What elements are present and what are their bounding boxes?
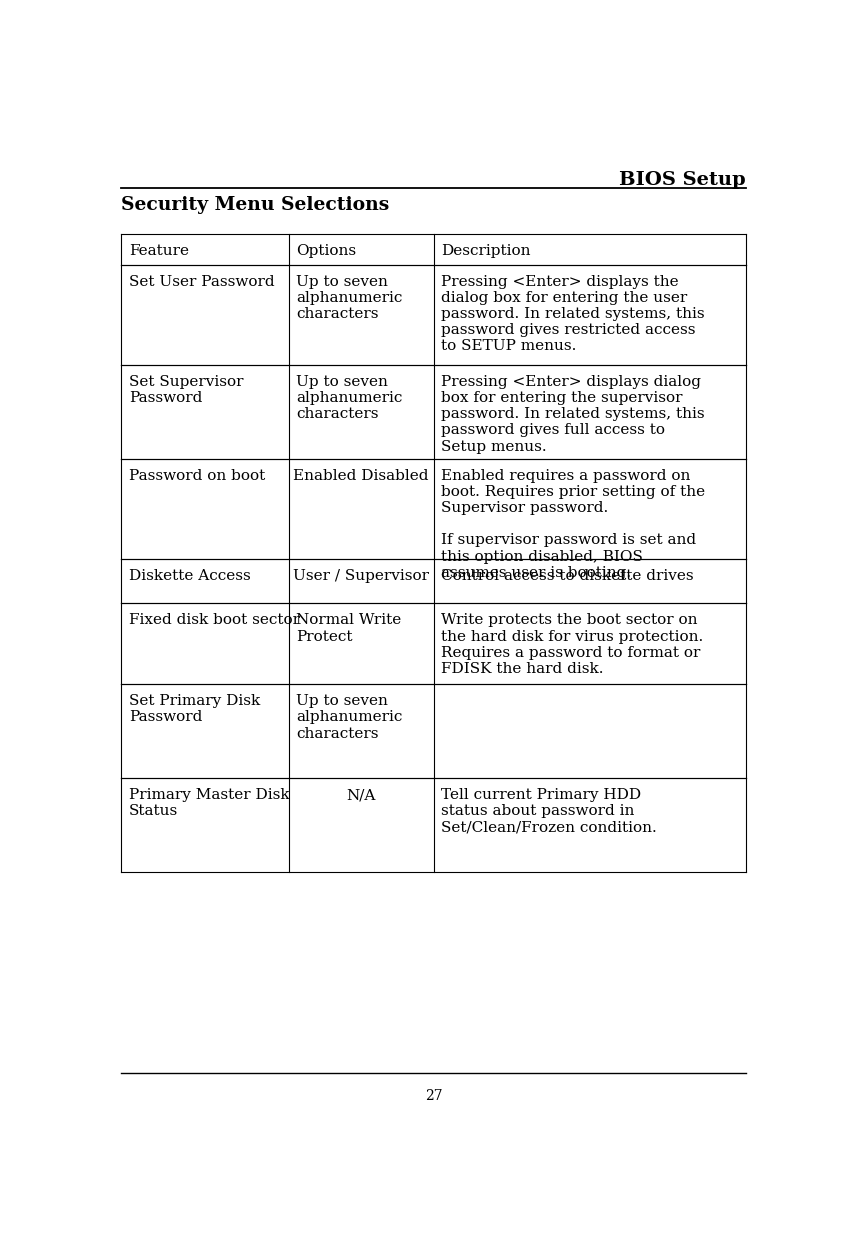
Text: Pressing <Enter> displays dialog
box for entering the supervisor
password. In re: Pressing <Enter> displays dialog box for… bbox=[442, 375, 705, 453]
Text: Up to seven
alphanumeric
characters: Up to seven alphanumeric characters bbox=[296, 275, 403, 321]
Text: Write protects the boot sector on
the hard disk for virus protection.
Requires a: Write protects the boot sector on the ha… bbox=[442, 613, 704, 676]
Text: Primary Master Disk
Status: Primary Master Disk Status bbox=[129, 788, 289, 818]
Text: Security Menu Selections: Security Menu Selections bbox=[121, 196, 389, 214]
Text: Enabled Disabled: Enabled Disabled bbox=[294, 468, 429, 482]
Text: Options: Options bbox=[296, 244, 356, 257]
Text: Pressing <Enter> displays the
dialog box for entering the user
password. In rela: Pressing <Enter> displays the dialog box… bbox=[442, 275, 705, 353]
Text: Set Supervisor
Password: Set Supervisor Password bbox=[129, 375, 244, 405]
Text: Up to seven
alphanumeric
characters: Up to seven alphanumeric characters bbox=[296, 694, 403, 741]
Text: Description: Description bbox=[442, 244, 530, 257]
Text: Set User Password: Set User Password bbox=[129, 275, 275, 289]
Text: Tell current Primary HDD
status about password in
Set/Clean/Frozen condition.: Tell current Primary HDD status about pa… bbox=[442, 788, 657, 834]
Text: Enabled requires a password on
boot. Requires prior setting of the
Supervisor pa: Enabled requires a password on boot. Req… bbox=[442, 468, 706, 580]
Text: Diskette Access: Diskette Access bbox=[129, 568, 250, 583]
Text: Up to seven
alphanumeric
characters: Up to seven alphanumeric characters bbox=[296, 375, 403, 421]
Text: Feature: Feature bbox=[129, 244, 189, 257]
Text: BIOS Setup: BIOS Setup bbox=[619, 171, 746, 190]
Text: Fixed disk boot sector: Fixed disk boot sector bbox=[129, 613, 300, 627]
Text: Set Primary Disk
Password: Set Primary Disk Password bbox=[129, 694, 261, 724]
Text: Control access to diskette drives: Control access to diskette drives bbox=[442, 568, 694, 583]
Text: N/A: N/A bbox=[346, 788, 376, 802]
Text: 27: 27 bbox=[425, 1089, 442, 1103]
Text: User / Supervisor: User / Supervisor bbox=[293, 568, 429, 583]
Text: Password on boot: Password on boot bbox=[129, 468, 266, 482]
Text: Normal Write
Protect: Normal Write Protect bbox=[296, 613, 402, 643]
